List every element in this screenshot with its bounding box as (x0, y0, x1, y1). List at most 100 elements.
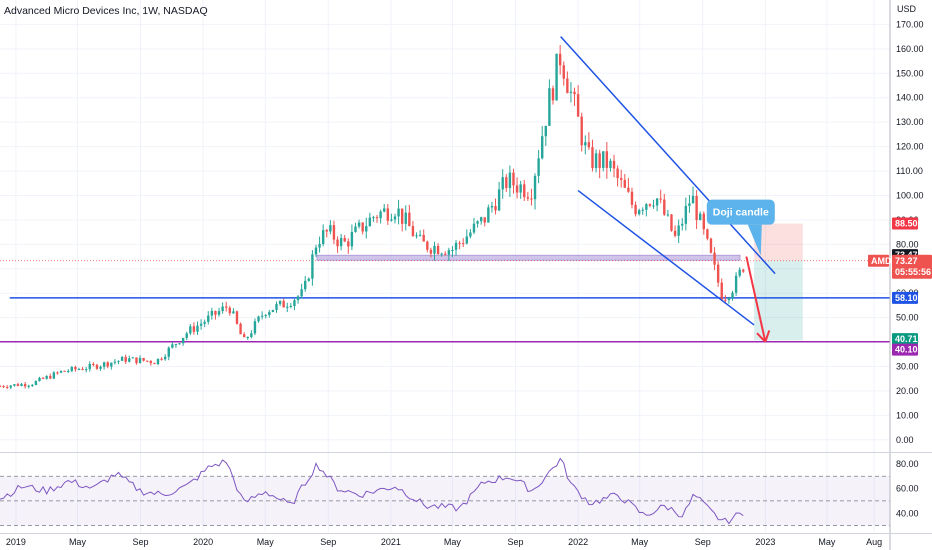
candle[interactable] (641, 207, 644, 215)
candle[interactable] (67, 369, 70, 374)
candle[interactable] (278, 300, 282, 307)
candle[interactable] (418, 230, 422, 237)
candle[interactable] (239, 322, 242, 335)
candle[interactable] (537, 149, 540, 184)
candle[interactable] (153, 362, 156, 365)
candle[interactable] (469, 228, 472, 239)
candle[interactable] (530, 188, 533, 206)
candle[interactable] (562, 61, 565, 86)
candle[interactable] (372, 215, 375, 222)
candle[interactable] (70, 366, 74, 373)
candle[interactable] (393, 213, 397, 224)
candle[interactable] (81, 366, 84, 371)
candle[interactable] (286, 302, 289, 313)
candle[interactable] (673, 225, 677, 238)
candle[interactable] (311, 250, 314, 286)
candle[interactable] (264, 314, 267, 319)
candle[interactable] (92, 362, 95, 367)
candle[interactable] (325, 229, 328, 238)
candle[interactable] (56, 371, 59, 375)
down-arrow[interactable] (745, 256, 767, 343)
candle[interactable] (684, 197, 688, 231)
candle[interactable] (289, 303, 293, 309)
candle[interactable] (702, 211, 705, 235)
candle[interactable] (648, 203, 652, 208)
candle[interactable] (293, 298, 296, 311)
candle[interactable] (476, 220, 479, 228)
candle[interactable] (444, 251, 447, 256)
candle[interactable] (271, 309, 275, 313)
candle[interactable] (174, 343, 178, 348)
candle[interactable] (268, 309, 271, 318)
candle[interactable] (124, 354, 127, 364)
candle[interactable] (275, 301, 278, 313)
candle[interactable] (131, 356, 135, 359)
candle[interactable] (332, 220, 336, 245)
candle[interactable] (699, 211, 702, 221)
candle[interactable] (339, 233, 343, 251)
candle[interactable] (23, 381, 27, 389)
candle[interactable] (623, 174, 626, 189)
candle[interactable] (616, 165, 619, 187)
candle[interactable] (519, 180, 522, 199)
candle[interactable] (515, 177, 519, 199)
candle[interactable] (584, 135, 587, 155)
candle[interactable] (663, 193, 666, 216)
candle[interactable] (84, 366, 88, 373)
candle[interactable] (400, 208, 404, 232)
candle[interactable] (16, 382, 20, 387)
candle[interactable] (555, 53, 558, 101)
candle[interactable] (49, 373, 52, 380)
candle[interactable] (612, 154, 616, 178)
candle[interactable] (88, 361, 91, 372)
candle[interactable] (232, 308, 235, 315)
candle[interactable] (167, 346, 170, 361)
candle[interactable] (27, 384, 30, 389)
candle[interactable] (573, 87, 576, 106)
candle[interactable] (221, 302, 224, 314)
candle[interactable] (347, 238, 350, 254)
candle[interactable] (411, 221, 415, 237)
trend-channel-lower[interactable] (577, 189, 755, 326)
candle[interactable] (415, 232, 418, 239)
candle[interactable] (120, 356, 124, 361)
candle[interactable] (436, 243, 440, 255)
candle[interactable] (605, 142, 609, 179)
candle[interactable] (594, 149, 598, 173)
candle[interactable] (465, 229, 469, 245)
candle[interactable] (383, 203, 386, 213)
candle[interactable] (102, 361, 106, 370)
candle[interactable] (181, 337, 185, 346)
candle[interactable] (246, 336, 249, 340)
candle[interactable] (138, 355, 142, 364)
candle[interactable] (314, 244, 318, 257)
candle[interactable] (185, 331, 188, 341)
candlestick-series[interactable] (0, 45, 745, 390)
candle[interactable] (630, 187, 634, 209)
candle[interactable] (742, 268, 745, 273)
rsi-panel[interactable] (0, 457, 890, 526)
candle[interactable] (178, 342, 181, 345)
candle[interactable] (171, 342, 174, 349)
candle[interactable] (113, 359, 117, 365)
candle[interactable] (250, 330, 253, 339)
candle[interactable] (620, 169, 623, 188)
candle[interactable] (225, 301, 228, 312)
candle[interactable] (404, 205, 407, 231)
candle[interactable] (408, 204, 411, 227)
candle[interactable] (31, 384, 34, 387)
candle[interactable] (454, 240, 458, 256)
candle[interactable] (41, 377, 45, 380)
candle[interactable] (580, 112, 583, 152)
doji-callout[interactable]: Doji candle (706, 199, 775, 256)
candle[interactable] (501, 169, 504, 199)
candle[interactable] (433, 241, 436, 261)
candle[interactable] (300, 283, 303, 299)
candle[interactable] (163, 354, 167, 361)
candle[interactable] (637, 208, 641, 216)
candle[interactable] (0, 384, 2, 388)
candle[interactable] (386, 203, 390, 225)
candle[interactable] (541, 125, 544, 160)
candle[interactable] (569, 81, 573, 103)
